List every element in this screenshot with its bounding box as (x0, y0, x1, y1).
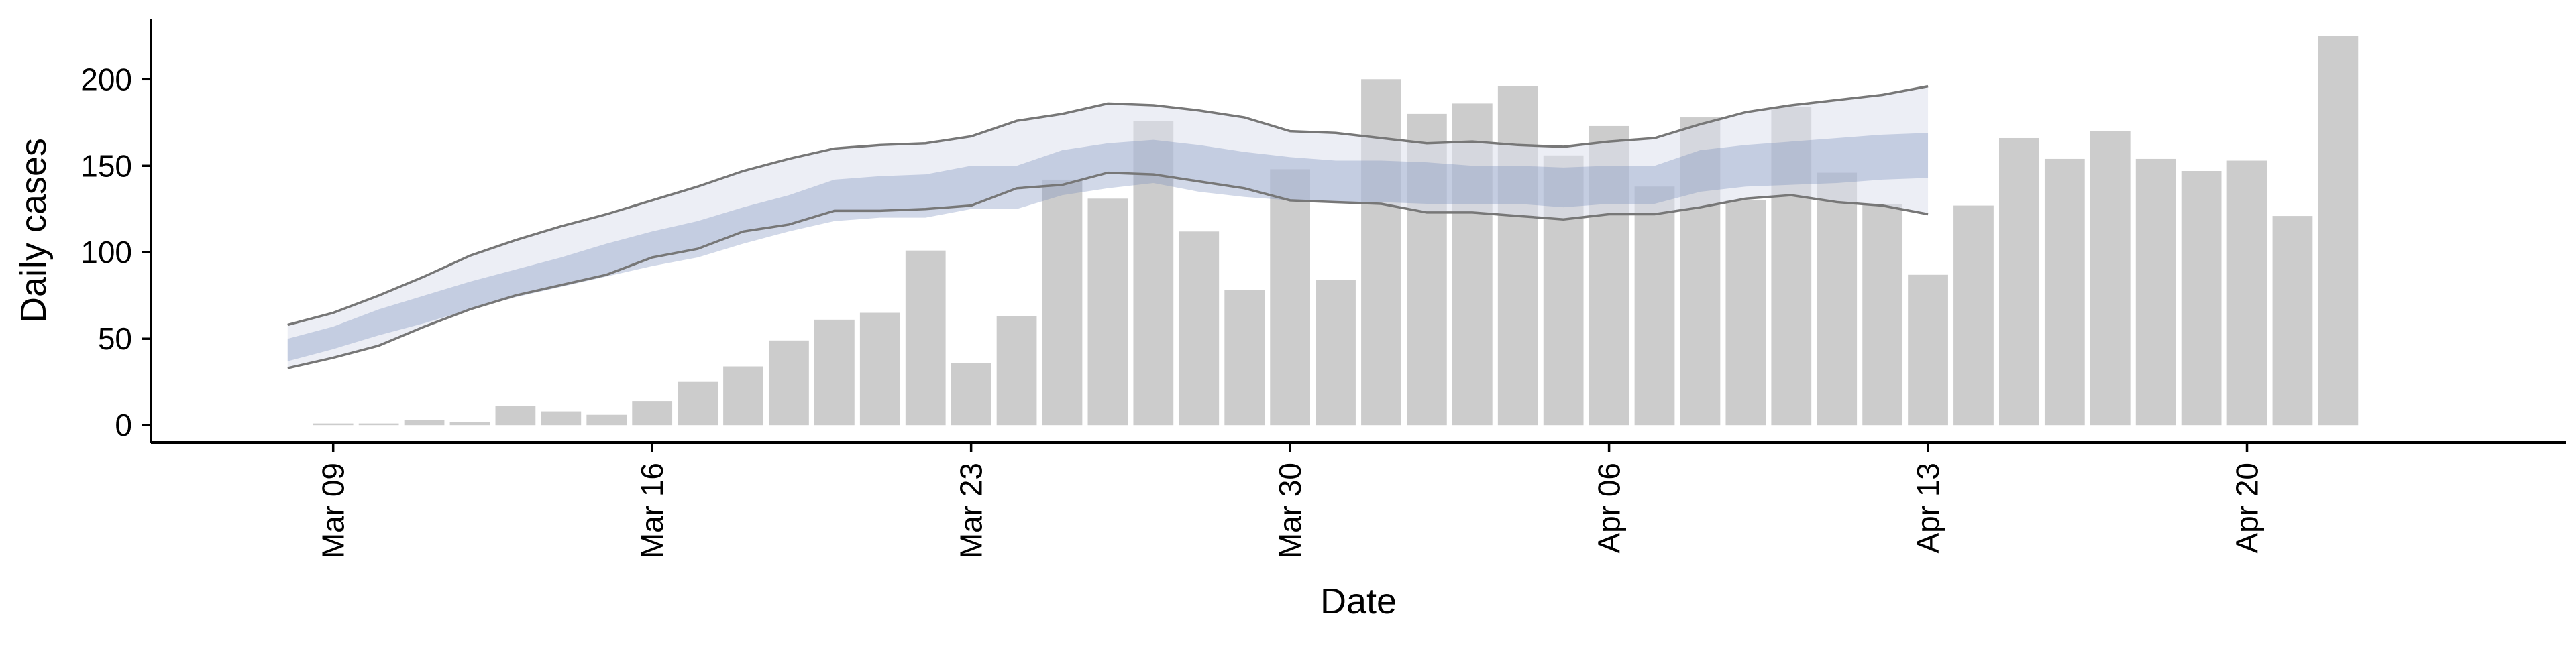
bar-2020-03-12 (449, 422, 490, 426)
estimate-band-layer (287, 84, 1929, 369)
bar-2020-03-25 (1042, 179, 1083, 426)
bar-2020-04-20 (2226, 160, 2267, 426)
bar-2020-03-22 (905, 250, 946, 426)
y-ticks: 0 50 100 150 200 (80, 62, 151, 443)
bar-2020-03-09 (313, 423, 354, 426)
bar-2020-04-12 (1862, 204, 1903, 426)
bar-2020-04-14 (1953, 205, 1994, 426)
bar-2020-03-11 (404, 420, 445, 426)
outer-interval (287, 86, 1929, 369)
bar-2020-03-28 (1179, 231, 1220, 426)
bar-2020-03-17 (678, 381, 718, 426)
bar-2020-04-11 (1817, 172, 1858, 426)
bar-2020-04-07 (1634, 186, 1675, 426)
bar-2020-04-19 (2181, 171, 2222, 426)
x-tick-label-2020-03-16: Mar 16 (635, 463, 669, 558)
bar-2020-04-16 (2044, 158, 2085, 426)
x-ticks: Mar 09 Mar 16 Mar 23 Mar 30 Apr 06 Apr 13 Apr … (316, 443, 2265, 558)
axes-layer (150, 19, 2566, 444)
x-tick-label-2020-04-06: Apr 06 (1592, 463, 1627, 554)
bar-2020-03-15 (586, 414, 627, 426)
bar-2020-04-15 (1999, 137, 2039, 426)
bar-2020-04-22 (2318, 36, 2359, 426)
y-tick-label-100: 100 (80, 235, 132, 270)
y-axis-title: Daily cases (13, 138, 54, 323)
bar-2020-03-31 (1316, 280, 1356, 426)
bar-2020-03-13 (495, 406, 536, 426)
bar-2020-03-21 (859, 312, 900, 426)
bar-2020-04-09 (1725, 200, 1766, 426)
y-tick-label-200: 200 (80, 62, 132, 97)
bar-2020-04-18 (2135, 158, 2176, 426)
bar-2020-03-24 (996, 316, 1037, 426)
bar-2020-03-23 (951, 363, 991, 426)
x-tick-label-2020-04-13: Apr 13 (1911, 463, 1945, 554)
bar-2020-03-29 (1224, 290, 1265, 426)
y-tick-label-150: 150 (80, 148, 132, 183)
lower-bound-line (287, 171, 1929, 369)
inner-interval (287, 133, 1929, 361)
upper-bound-line (287, 84, 1929, 327)
bar-2020-03-20 (814, 319, 855, 426)
bar-2020-04-21 (2272, 216, 2313, 426)
bars-layer (313, 36, 2359, 426)
bar-2020-03-16 (632, 401, 673, 426)
bar-2020-03-14 (541, 411, 582, 426)
y-tick-label-50: 50 (98, 321, 132, 356)
bar-2020-03-18 (723, 366, 763, 426)
x-tick-label-2020-03-23: Mar 23 (954, 463, 989, 558)
x-tick-label-2020-04-20: Apr 20 (2230, 463, 2265, 554)
bar-2020-04-04 (1497, 86, 1538, 426)
y-tick-label-0: 0 (115, 408, 132, 443)
bar-2020-04-17 (2090, 131, 2131, 426)
bar-2020-03-26 (1087, 198, 1128, 426)
bar-2020-03-19 (769, 340, 809, 426)
x-tick-label-2020-03-09: Mar 09 (316, 463, 351, 558)
x-tick-label-2020-03-30: Mar 30 (1273, 463, 1307, 558)
bar-2020-04-13 (1908, 274, 1948, 426)
bar-2020-03-30 (1270, 169, 1310, 426)
bar-2020-04-01 (1361, 79, 1401, 426)
x-axis-title: Date (1320, 581, 1397, 622)
bar-2020-03-10 (358, 423, 399, 426)
